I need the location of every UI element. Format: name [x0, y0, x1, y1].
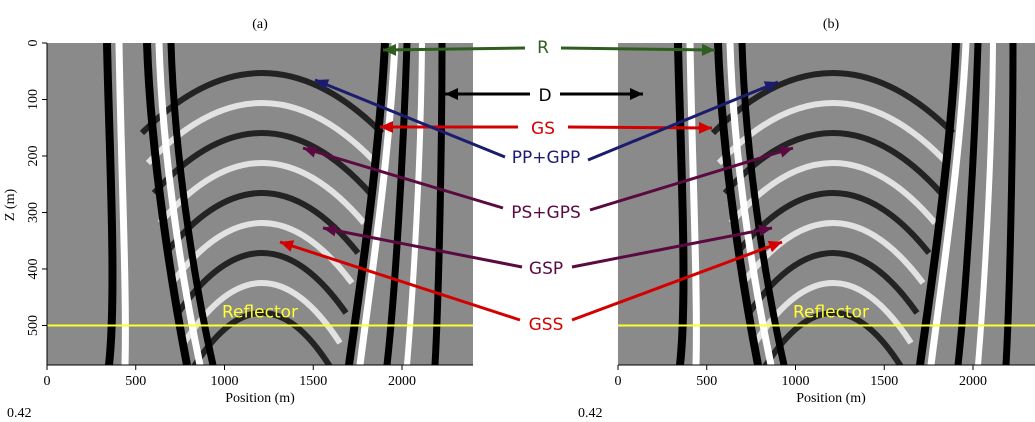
- arrow-shaft: [279, 240, 521, 322]
- panel-title: (b): [823, 17, 840, 32]
- wave-stripe: [1002, 43, 1017, 365]
- wave-stripe: [155, 43, 204, 365]
- arrow-shaft: [382, 46, 526, 52]
- arrow-head: [698, 121, 712, 134]
- arrow-head: [383, 43, 397, 56]
- y-tick-label: 200: [26, 145, 41, 166]
- arrow-shaft: [302, 146, 504, 210]
- wave-stripe: [143, 43, 191, 365]
- wave-stripe: [103, 43, 117, 365]
- x-axis-label: Position (m): [225, 391, 295, 406]
- annotation-label: GS: [531, 119, 555, 139]
- y-axis-label: Z (m): [3, 189, 18, 222]
- wave-stripe: [916, 43, 960, 365]
- arrow-shaft: [560, 46, 716, 52]
- wave-stripe: [431, 43, 446, 365]
- wave-stripe: [345, 43, 389, 365]
- y-tick-label: 500: [26, 315, 41, 336]
- arrow-shaft: [322, 226, 523, 269]
- x-tick-label: 2000: [388, 374, 416, 389]
- wave-stripe: [356, 43, 399, 365]
- wave-stripe: [383, 43, 411, 365]
- panel-title: (a): [252, 17, 268, 32]
- wave-stripe: [115, 43, 129, 365]
- arrow-head: [280, 240, 295, 252]
- annotation-label: PP+GPP: [512, 148, 580, 168]
- x-tick-label: 0: [44, 374, 51, 389]
- wave-stripe: [674, 43, 688, 365]
- footnote: 0.42: [578, 406, 603, 421]
- arrow-head: [778, 146, 793, 158]
- arrow-head: [630, 88, 643, 100]
- wave-stripe: [404, 43, 425, 365]
- x-tick-label: 1000: [782, 374, 810, 389]
- y-tick-label: 0: [26, 40, 41, 47]
- arrow-head: [303, 145, 318, 158]
- annotation-label: D: [538, 86, 551, 106]
- annotation-label: GSP: [529, 259, 563, 279]
- x-tick-label: 500: [125, 374, 146, 389]
- wave-stripe: [714, 43, 762, 365]
- reflector-label: Reflector: [793, 302, 869, 322]
- arrow-head: [315, 79, 330, 91]
- wave-stripe: [686, 43, 700, 365]
- arrow-head: [445, 88, 458, 100]
- arrow-head: [763, 81, 778, 93]
- wave-stripe: [954, 43, 982, 365]
- x-tick-label: 1500: [870, 374, 898, 389]
- arrow-shaft: [587, 80, 779, 162]
- arrow-shaft: [571, 226, 773, 269]
- arrow-shaft: [571, 240, 783, 322]
- wave-stripe: [726, 43, 775, 365]
- y-tick-label: 400: [26, 258, 41, 279]
- arrow-head: [701, 43, 715, 56]
- wave-stripe: [975, 43, 996, 365]
- y-tick-label: 100: [26, 89, 41, 110]
- reflector-label: Reflector: [222, 302, 298, 322]
- wave-stripe: [927, 43, 970, 365]
- arrow-shaft: [314, 78, 506, 159]
- x-axis-label: Position (m): [796, 391, 866, 406]
- x-tick-label: 0: [615, 374, 622, 389]
- arrow-head: [380, 121, 393, 133]
- wavefield-image: [47, 43, 473, 365]
- annotation-label: R: [537, 38, 549, 58]
- footnote: 0.42: [7, 406, 32, 421]
- wave-stripe: [167, 43, 217, 365]
- annotation-label: PS+GPS: [511, 203, 581, 223]
- arrow-head: [758, 224, 772, 237]
- arrow-head: [323, 224, 337, 237]
- annotation-label: GSS: [529, 315, 564, 335]
- x-tick-label: 1000: [211, 374, 239, 389]
- y-tick-label: 300: [26, 202, 41, 223]
- arrow-shaft: [567, 125, 713, 130]
- arrow-shaft: [589, 146, 794, 212]
- x-tick-label: 500: [696, 374, 717, 389]
- x-tick-label: 2000: [959, 374, 987, 389]
- x-tick-label: 1500: [299, 374, 327, 389]
- wavefield-image: [618, 43, 1035, 365]
- arrow-head: [767, 240, 782, 253]
